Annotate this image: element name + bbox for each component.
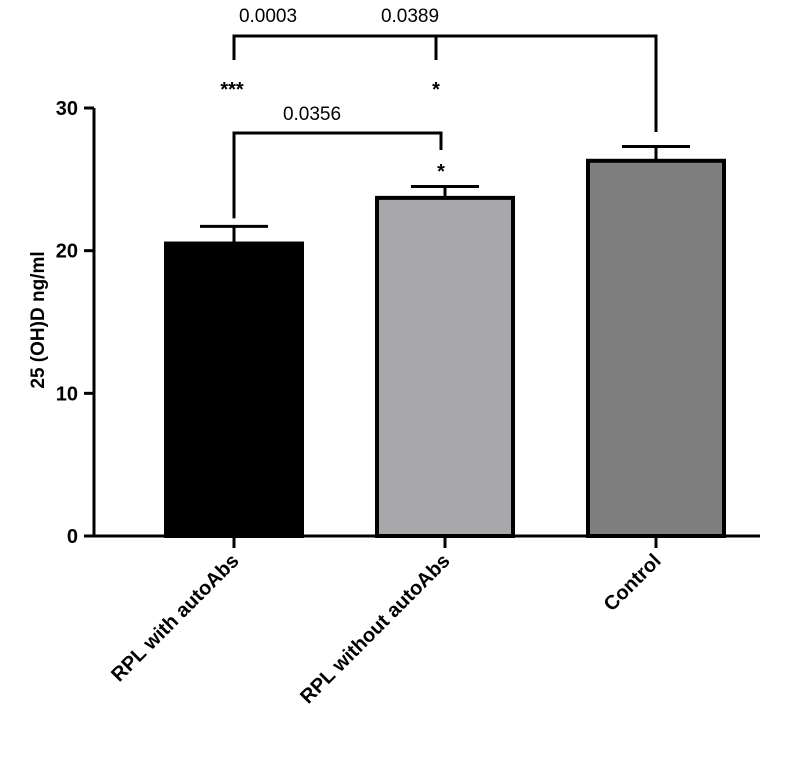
bar xyxy=(164,241,304,539)
bracket-0-2 xyxy=(232,34,658,132)
significance-stars: * xyxy=(437,161,445,183)
category-label: RPL without autoAbs xyxy=(296,550,454,708)
p-value-label: 0.0389 xyxy=(381,6,439,27)
p-value-label: 0.0003 xyxy=(239,6,297,27)
category-label: Control xyxy=(600,550,666,616)
significance-annotations: 0.0003 0.0389*** *0.0356* xyxy=(220,6,658,219)
bar xyxy=(586,158,726,539)
y-tick-label: 10 xyxy=(56,383,78,405)
significance-stars: * xyxy=(432,79,440,101)
y-tick-label: 0 xyxy=(67,526,78,548)
bracket-0-1 xyxy=(232,131,443,219)
y-tick-label: 20 xyxy=(56,241,78,263)
bars xyxy=(164,145,726,539)
category-label: RPL with autoAbs xyxy=(107,550,243,686)
y-axis-title: 25 (OH)D ng/ml xyxy=(28,251,49,388)
significance-stars: *** xyxy=(220,79,244,101)
p-value-label: 0.0356 xyxy=(283,104,341,125)
bar xyxy=(375,195,515,538)
y-tick-label: 30 xyxy=(56,98,78,120)
